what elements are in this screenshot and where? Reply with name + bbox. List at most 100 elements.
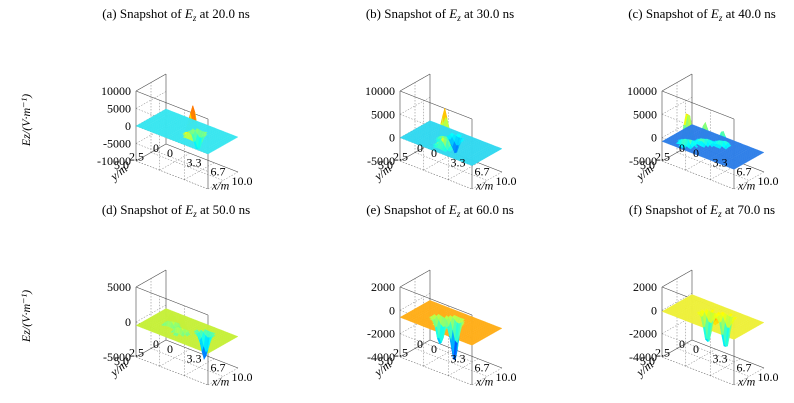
x-tick-label: 3.3 [186, 155, 201, 169]
surface-mesh [399, 108, 503, 166]
z-tick-label: 2000 [633, 280, 657, 294]
surface-patch [759, 151, 765, 154]
surface-patch [233, 136, 239, 139]
x-tick-label: 0 [167, 146, 173, 160]
surface-mesh [135, 105, 239, 155]
z-tick-label: 5000 [107, 102, 131, 116]
x-tick-label: 6.7 [211, 361, 226, 375]
z-tick-label: -4000 [629, 350, 657, 364]
grid-line [661, 333, 735, 362]
grid-line [399, 286, 473, 316]
x-tick-label: 3.3 [450, 155, 465, 169]
x-tick-label: 6.7 [475, 165, 490, 179]
x-tick-label: 10.0 [232, 174, 253, 188]
x-tick-label: 3.3 [712, 351, 727, 365]
y-tick-label: 2.5 [655, 346, 670, 360]
panel-title: (b) Snapshot of Ez at 30.0 ns [366, 6, 514, 23]
z-axis-label: Ez/(V·m⁻¹) [19, 94, 33, 147]
y-tick-label: 5.0 [640, 354, 655, 368]
grid-line [150, 348, 224, 377]
x-tick-label: 6.7 [211, 165, 226, 179]
z-tick-label: -5000 [629, 154, 657, 168]
z-tick-label: -10000 [97, 154, 131, 168]
y-tick-label: 2.5 [129, 150, 144, 164]
grid-line [135, 160, 209, 190]
x-axis-label: x/m [211, 178, 230, 192]
x-tick-label: 10.0 [758, 370, 779, 384]
grid-line [399, 90, 473, 120]
grid-line [661, 97, 693, 115]
grid-line [399, 160, 473, 190]
grid-line [135, 90, 209, 120]
x-axis-label: x/m [737, 374, 756, 388]
grid-line [135, 143, 209, 172]
z-tick-label: -5000 [367, 154, 395, 168]
z-tick-label: -2000 [629, 327, 657, 341]
z-tick-label: 10000 [365, 84, 395, 98]
surface-mesh [661, 294, 765, 347]
x-tick-label: 10.0 [496, 370, 517, 384]
z-tick-label: -5000 [103, 137, 131, 151]
y-tick-label: 5.0 [114, 158, 129, 172]
y-tick-label: 5.0 [378, 354, 393, 368]
y-tick-label: 5.0 [114, 354, 129, 368]
z-tick-label: -5000 [103, 350, 131, 364]
z-tick-label: 0 [389, 303, 395, 317]
surface-mesh [661, 113, 765, 170]
x-tick-label: 0 [431, 342, 437, 356]
grid-line [135, 286, 209, 316]
grid-line [414, 152, 488, 181]
panel-title: (d) Snapshot of Ez at 50.0 ns [102, 202, 250, 219]
axis-edge [165, 143, 239, 173]
y-tick-label: 0 [153, 337, 159, 351]
grid-line [661, 356, 735, 386]
z-tick-label: 10000 [101, 84, 131, 98]
z-axis-label: Ez/(V·m⁻¹) [19, 290, 33, 343]
x-axis-label: x/m [475, 178, 494, 192]
y-tick-label: 0 [679, 337, 685, 351]
x-axis-label: x/m [211, 374, 230, 388]
x-tick-label: 3.3 [450, 351, 465, 365]
y-tick-label: 2.5 [393, 150, 408, 164]
y-tick-label: 5.0 [378, 158, 393, 172]
x-tick-label: 10.0 [496, 174, 517, 188]
panel-title: (c) Snapshot of Ez at 40.0 ns [628, 6, 776, 23]
x-tick-label: 0 [431, 146, 437, 160]
x-tick-label: 0 [693, 146, 699, 160]
x-tick-label: 0 [693, 342, 699, 356]
surface-patch [233, 335, 239, 338]
axis-edge [661, 90, 735, 120]
surface-mesh [399, 300, 503, 361]
grid-line [399, 333, 473, 362]
y-tick-label: 5.0 [640, 158, 655, 172]
y-tick-label: 2.5 [393, 346, 408, 360]
z-tick-label: 0 [651, 303, 657, 317]
z-tick-label: 5000 [633, 107, 657, 121]
panel-title: (f) Snapshot of Ez at 70.0 ns [629, 202, 775, 219]
z-tick-label: -4000 [367, 350, 395, 364]
x-tick-label: 0 [167, 342, 173, 356]
x-axis-label: x/m [737, 178, 756, 192]
z-tick-label: 10000 [627, 84, 657, 98]
x-tick-label: 3.3 [186, 351, 201, 365]
grid-line [661, 160, 735, 190]
panel-title: (e) Snapshot of Ez at 60.0 ns [366, 202, 514, 219]
y-tick-label: 2.5 [129, 346, 144, 360]
y-tick-label: 0 [679, 141, 685, 155]
axis-edge [691, 339, 765, 369]
surface-patch [497, 147, 503, 150]
axis-edge [165, 339, 239, 369]
grid-line [399, 356, 473, 386]
y-tick-label: 0 [153, 141, 159, 155]
grid-line [135, 356, 209, 386]
grid-line [150, 152, 224, 181]
x-tick-label: 6.7 [737, 165, 752, 179]
x-tick-label: 6.7 [475, 361, 490, 375]
axis-edge [399, 90, 473, 120]
x-tick-label: 3.3 [712, 155, 727, 169]
